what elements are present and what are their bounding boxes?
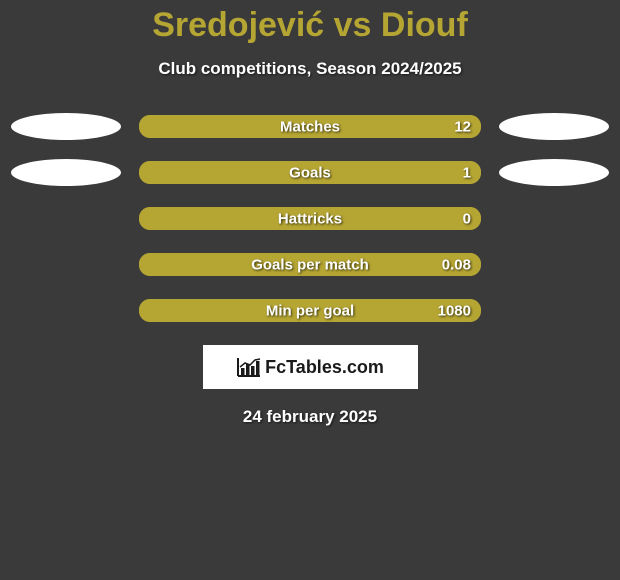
stat-row: Matches 12 [0,115,620,138]
stat-row: Goals 1 [0,161,620,184]
left-avatar-ellipse [11,159,121,186]
stat-bar: Goals 1 [139,161,481,184]
left-avatar-ellipse [11,113,121,140]
stat-value-right: 1 [463,164,471,181]
logo-text: FcTables.com [265,357,384,378]
right-avatar-ellipse [499,159,609,186]
stat-value-right: 12 [454,118,471,135]
subtitle: Club competitions, Season 2024/2025 [0,59,620,79]
stat-label: Goals per match [251,256,369,273]
stats-area: Matches 12 Goals 1 Hattricks 0 [0,115,620,322]
stat-row: Hattricks 0 [0,207,620,230]
stat-bar: Hattricks 0 [139,207,481,230]
stat-row: Min per goal 1080 [0,299,620,322]
comparison-container: Sredojević vs Diouf Club competitions, S… [0,0,620,427]
logo-inner: FcTables.com [236,356,384,378]
stat-bar: Goals per match 0.08 [139,253,481,276]
stat-label: Hattricks [278,210,342,227]
stat-bar: Matches 12 [139,115,481,138]
stat-label: Min per goal [266,302,354,319]
bar-chart-icon [236,356,262,378]
date-text: 24 february 2025 [0,407,620,427]
stat-bar: Min per goal 1080 [139,299,481,322]
stat-value-right: 1080 [438,302,471,319]
stat-value-right: 0.08 [442,256,471,273]
stat-label: Goals [289,164,331,181]
stat-label: Matches [280,118,340,135]
stat-row: Goals per match 0.08 [0,253,620,276]
page-title: Sredojević vs Diouf [0,6,620,45]
stat-value-right: 0 [463,210,471,227]
attribution-logo[interactable]: FcTables.com [203,345,418,389]
right-avatar-ellipse [499,113,609,140]
